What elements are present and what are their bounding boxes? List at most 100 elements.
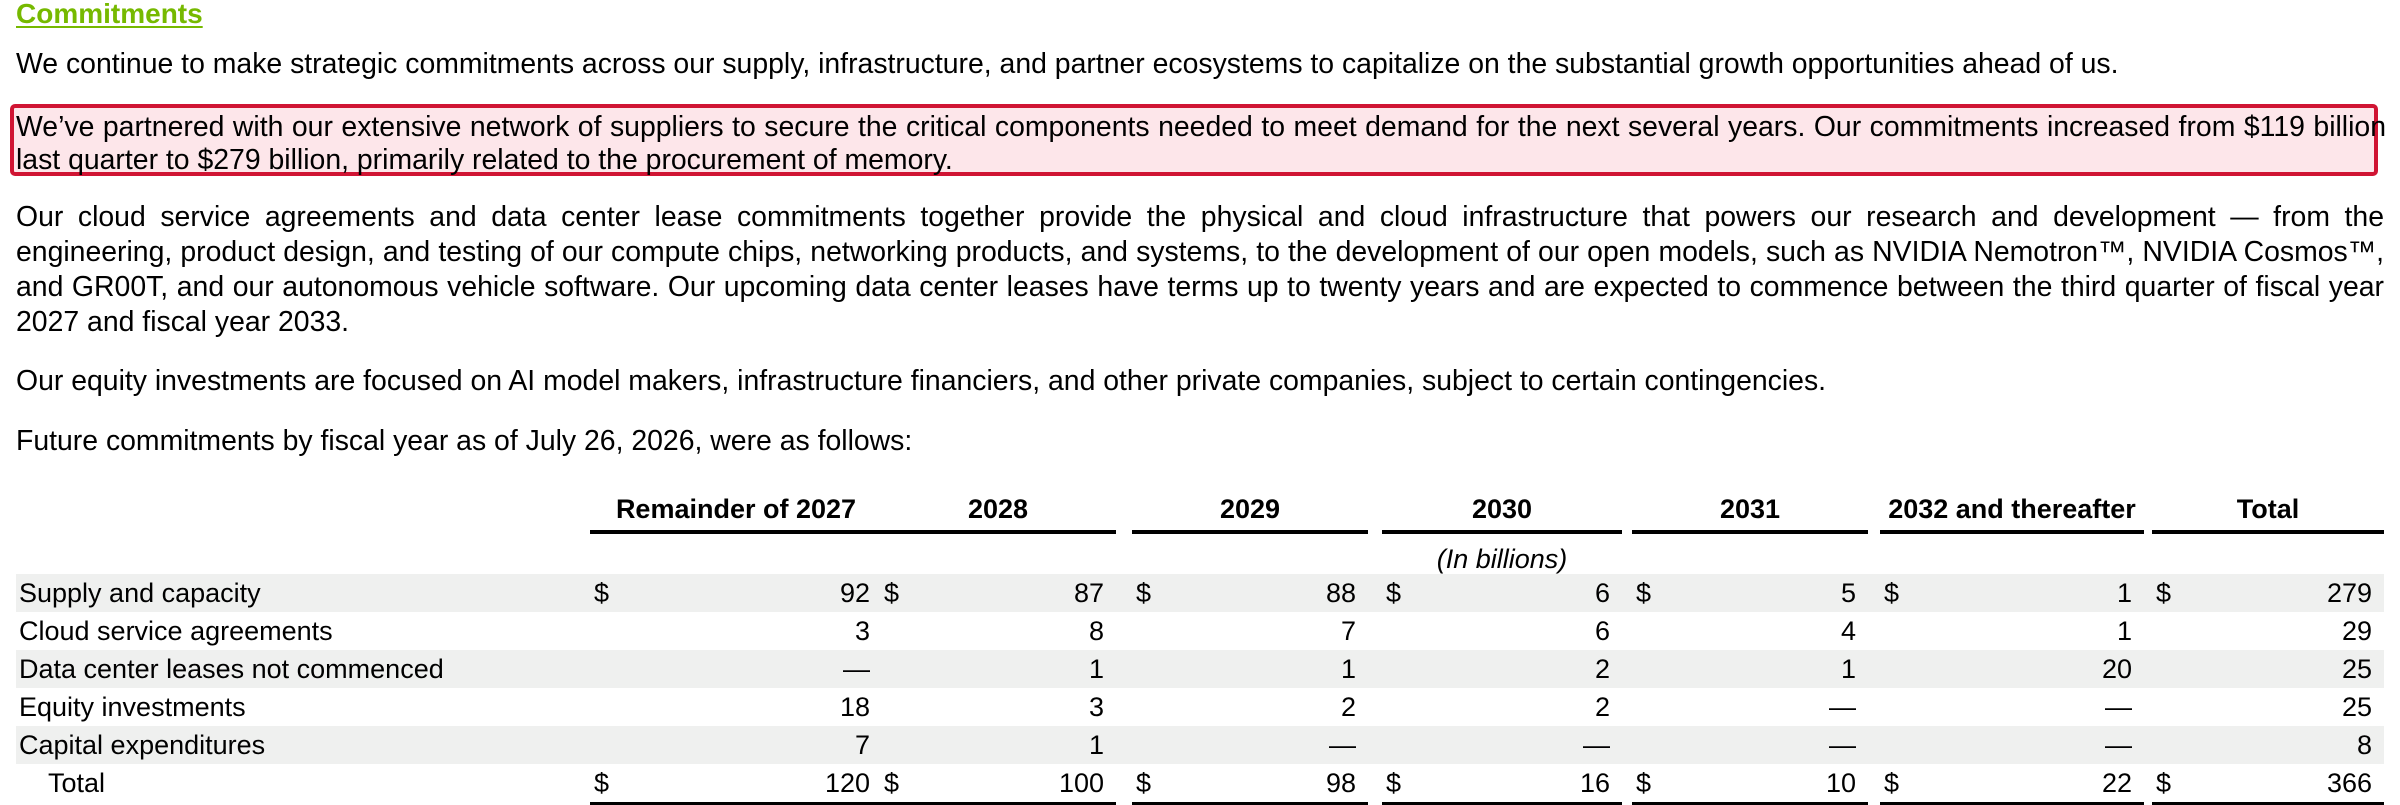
currency-symbol: $ (1636, 768, 1652, 798)
table-cell: — (1632, 688, 1868, 726)
currency-symbol: $ (1884, 768, 1900, 798)
cell-value: 1 (1840, 654, 1856, 684)
cell-value: — (2105, 730, 2132, 760)
table-cell: 29 (2152, 612, 2384, 650)
table-cell: 2 (1132, 688, 1368, 726)
row-label: Total (48, 768, 106, 798)
column-header-2032-and-thereafter: 2032 and thereafter (1880, 490, 2144, 534)
cell-value: — (1829, 730, 1856, 760)
table-cell: 18 (590, 688, 882, 726)
table-cell: — (1880, 688, 2144, 726)
cell-value: 5 (1840, 578, 1856, 608)
table-cell: $279 (2152, 574, 2384, 612)
table-cell: 3 (590, 612, 882, 650)
cell-value: 4 (1840, 616, 1856, 646)
cell-value: 2 (1594, 692, 1610, 722)
column-header-2028: 2028 (880, 490, 1116, 534)
table-cell: 1 (1132, 650, 1368, 688)
cell-value: 3 (854, 616, 870, 646)
equity-investments-paragraph: Our equity investments are focused on AI… (16, 365, 1827, 397)
table-row: Capital expenditures 7 1 — — — — 8 (16, 726, 2384, 764)
table-cell: $1 (1880, 574, 2144, 612)
cloud-infrastructure-paragraph: Our cloud service agreements and data ce… (16, 201, 2384, 338)
currency-symbol: $ (1386, 768, 1402, 798)
table-cell: $92 (590, 574, 882, 612)
table-cell: $10 (1632, 764, 1868, 805)
cell-value: 366 (2326, 768, 2372, 798)
table-cell: $98 (1132, 764, 1368, 805)
table-cell: 1 (1632, 650, 1868, 688)
table-cell: 8 (2152, 726, 2384, 764)
column-header-2030: 2030 (1382, 490, 1622, 534)
cell-value: 25 (2341, 692, 2372, 722)
cell-value: — (843, 654, 870, 684)
table-row: Supply and capacity $92 $87 $88 $6 $5 $1… (16, 574, 2384, 612)
cell-value: 8 (2356, 730, 2372, 760)
currency-symbol: $ (2156, 768, 2172, 798)
cell-value: 87 (1073, 578, 1104, 608)
table-cell: $88 (1132, 574, 1368, 612)
cell-value: 20 (2101, 654, 2132, 684)
row-label: Cloud service agreements (19, 616, 333, 646)
column-header-2029: 2029 (1132, 490, 1368, 534)
table-cell: — (1632, 726, 1868, 764)
table-cell: — (1382, 726, 1622, 764)
highlighted-paragraph: We’ve partnered with our extensive netwo… (16, 111, 2386, 176)
table-cell: $5 (1632, 574, 1868, 612)
cell-value: 279 (2326, 578, 2372, 608)
table-cell: 7 (590, 726, 882, 764)
table-cell: 7 (1132, 612, 1368, 650)
cell-value: 8 (1088, 616, 1104, 646)
table-cell: 2 (1382, 650, 1622, 688)
table-cell: $366 (2152, 764, 2384, 805)
cell-value: — (1329, 730, 1356, 760)
table-cell: 2 (1382, 688, 1622, 726)
table-cell: — (1880, 726, 2144, 764)
currency-symbol: $ (1636, 578, 1652, 608)
cell-value: 3 (1088, 692, 1104, 722)
row-label: Supply and capacity (19, 578, 261, 608)
table-cell: 25 (2152, 650, 2384, 688)
table-cell: $100 (880, 764, 1116, 805)
table-cell: — (590, 650, 882, 688)
table-cell: $16 (1382, 764, 1622, 805)
highlighted-callout: We’ve partnered with our extensive netwo… (10, 104, 2386, 176)
cell-value: 7 (854, 730, 870, 760)
cell-value: 92 (839, 578, 870, 608)
table-cell: $22 (1880, 764, 2144, 805)
cell-value: 16 (1579, 768, 1610, 798)
cell-value: 6 (1594, 578, 1610, 608)
currency-symbol: $ (594, 768, 610, 798)
cell-value: 1 (1088, 730, 1104, 760)
intro-paragraph: We continue to make strategic commitment… (16, 48, 2119, 80)
currency-symbol: $ (1136, 578, 1152, 608)
cell-value: 1 (2116, 616, 2132, 646)
cell-value: 2 (1594, 654, 1610, 684)
cell-value: — (1583, 730, 1610, 760)
table-cell: $120 (590, 764, 882, 805)
row-label: Equity investments (19, 692, 246, 722)
cell-value: 120 (824, 768, 870, 798)
table-cell: 8 (880, 612, 1116, 650)
table-row: Data center leases not commenced — 1 1 2… (16, 650, 2384, 688)
column-header-2031: 2031 (1632, 490, 1868, 534)
row-label: Capital expenditures (19, 730, 266, 760)
currency-symbol: $ (884, 768, 900, 798)
cell-value: 18 (839, 692, 870, 722)
currency-symbol: $ (594, 578, 610, 608)
column-header-total: Total (2152, 490, 2384, 534)
currency-symbol: $ (2156, 578, 2172, 608)
unit-caption: (In billions) (1436, 544, 1568, 574)
cell-value: 1 (1340, 654, 1356, 684)
table-cell: 4 (1632, 612, 1868, 650)
section-heading: Commitments (16, 0, 203, 29)
cell-value: 98 (1325, 768, 1356, 798)
table-total-row: Total $120 $100 $98 $16 $10 $22 $366 (16, 764, 2384, 805)
table-cell: 3 (880, 688, 1116, 726)
cell-value: 1 (2116, 578, 2132, 608)
table-cell: 6 (1382, 612, 1622, 650)
cell-value: 10 (1825, 768, 1856, 798)
cell-value: 88 (1325, 578, 1356, 608)
currency-symbol: $ (1386, 578, 1402, 608)
cell-value: 100 (1058, 768, 1104, 798)
